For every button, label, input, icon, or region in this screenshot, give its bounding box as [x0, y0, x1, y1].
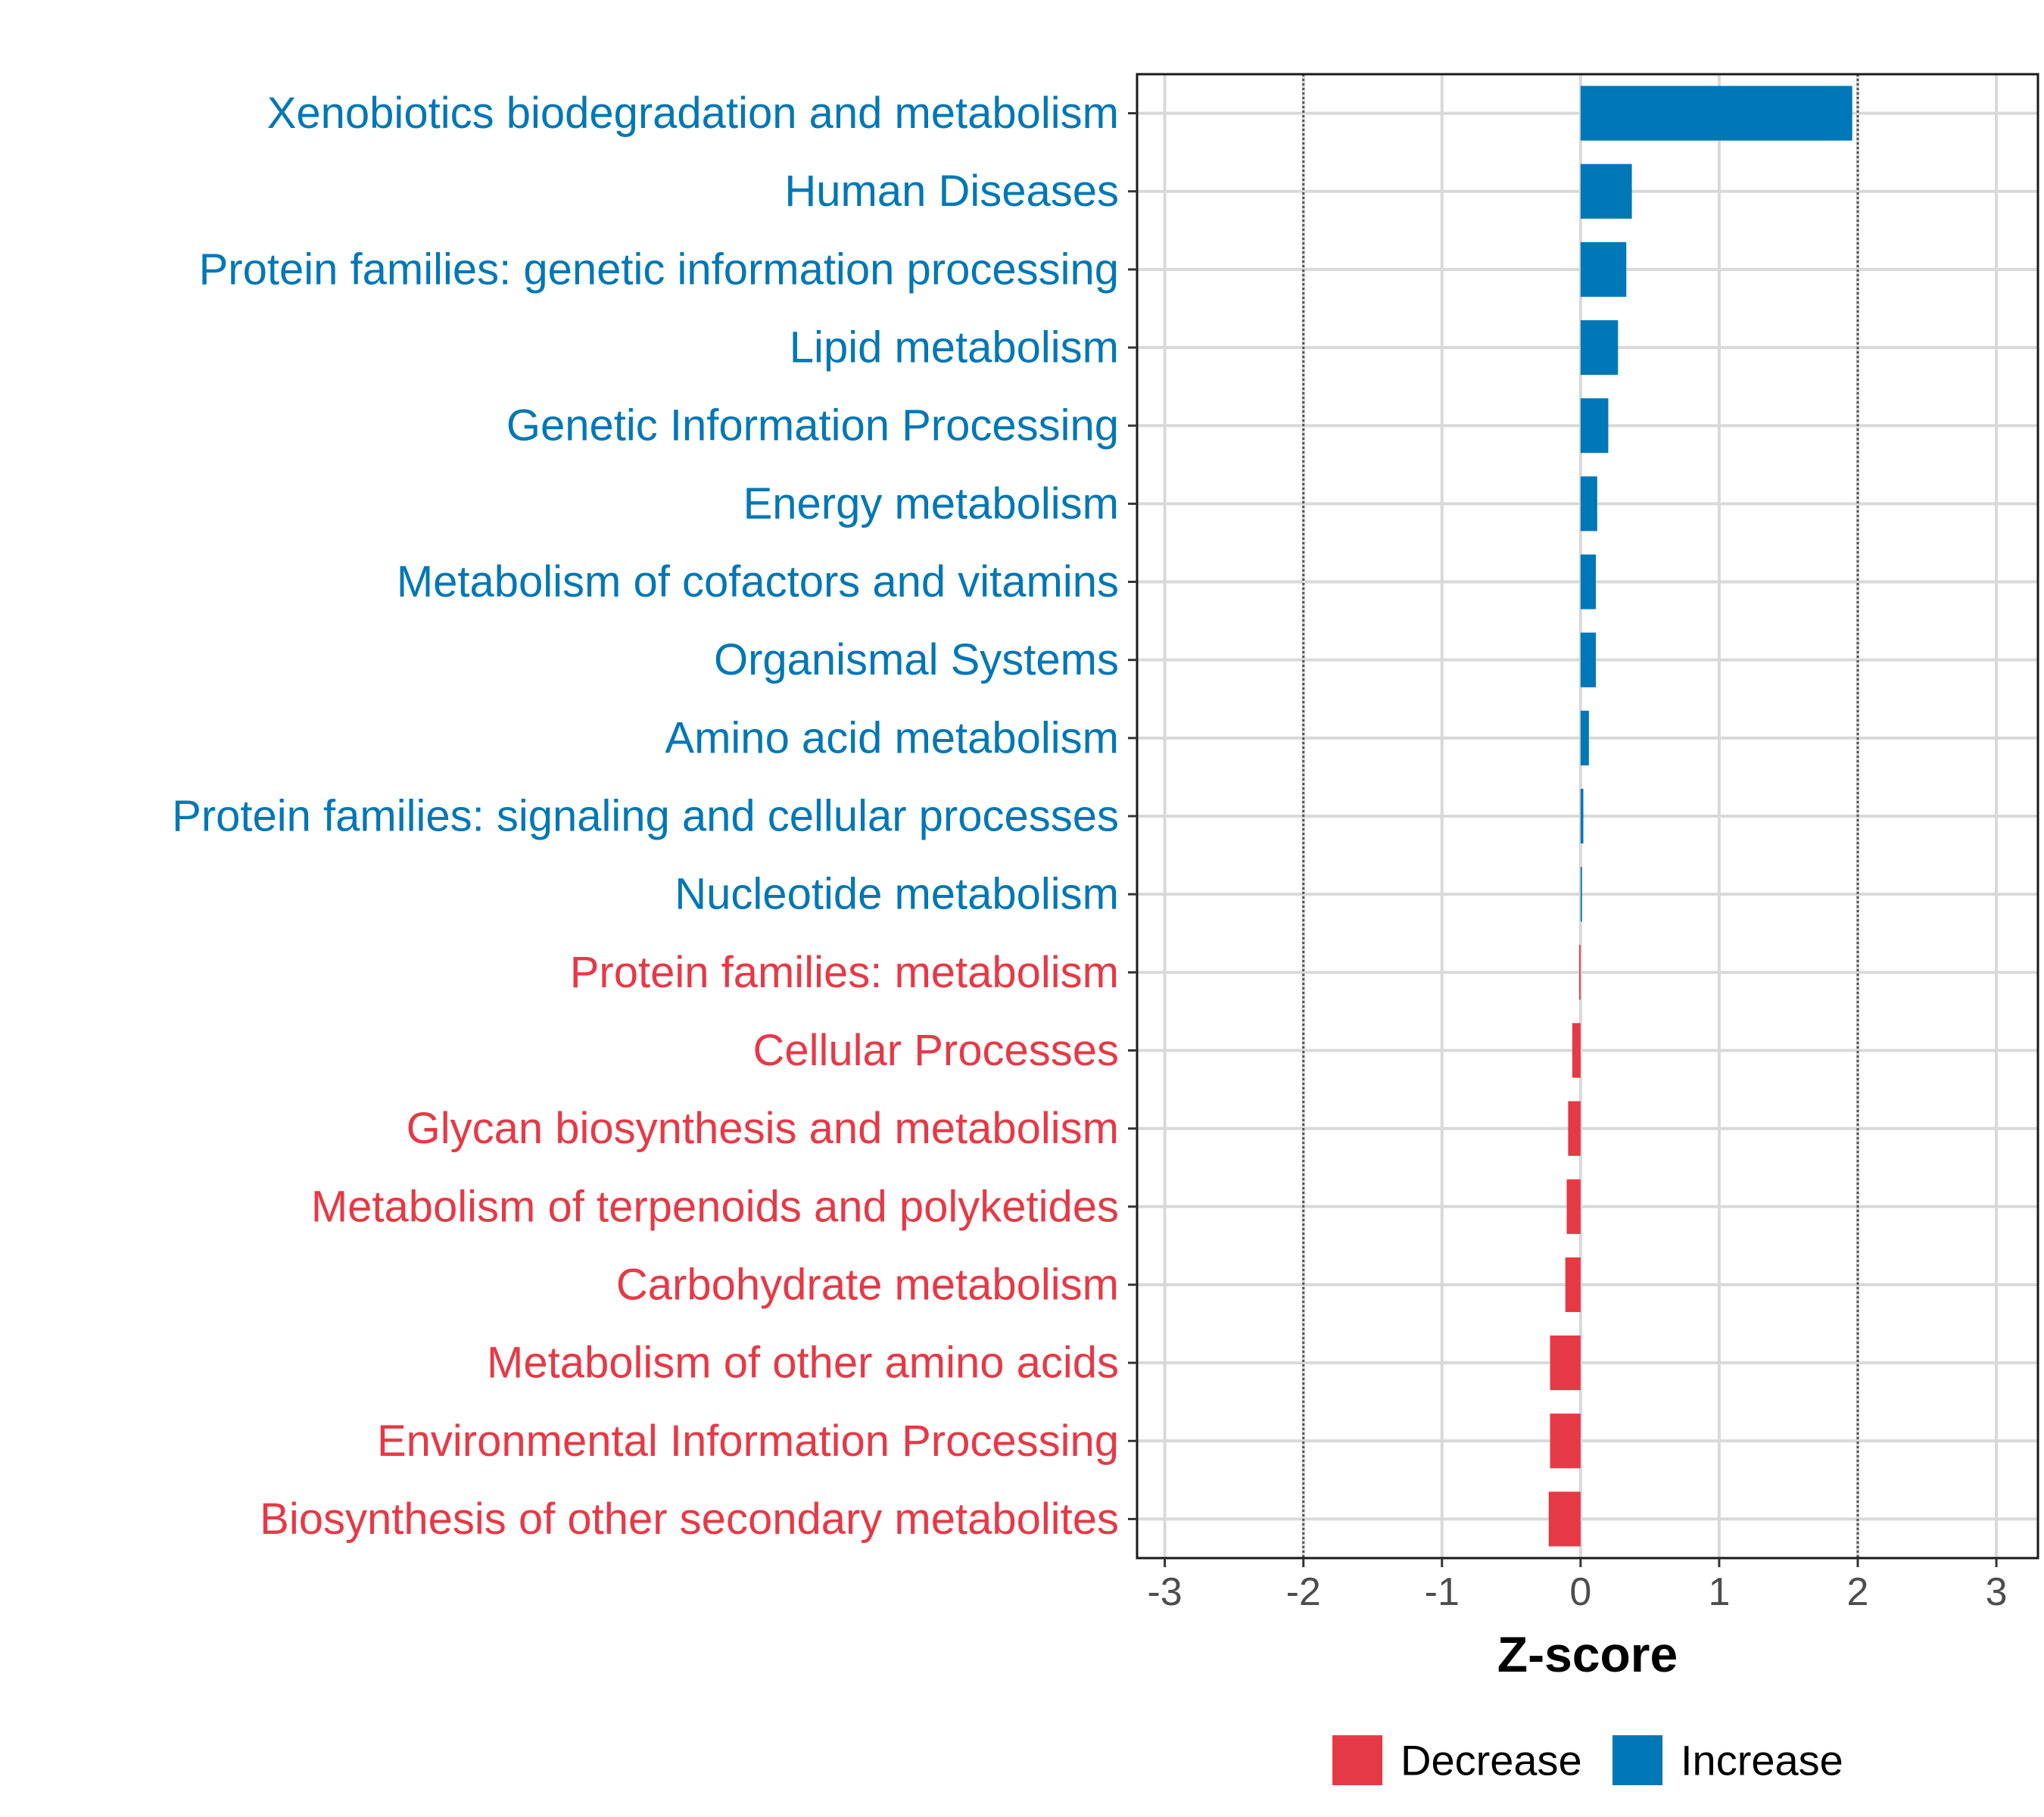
category-label: Metabolism of cofactors and vitamins: [397, 557, 1119, 606]
legend: Decrease Increase: [1332, 1735, 1843, 1785]
x-axis-title: Z-score: [1497, 1626, 1678, 1682]
category-label: Carbohydrate metabolism: [616, 1260, 1119, 1309]
category-label: Organismal Systems: [714, 635, 1119, 684]
category-label: Lipid metabolism: [790, 323, 1119, 372]
category-label: Protein families: signaling and cellular…: [172, 792, 1119, 841]
category-label: Energy metabolism: [743, 479, 1119, 528]
x-tick-label: 2: [1847, 1570, 1869, 1614]
bar-11: [1579, 945, 1581, 1000]
bar-14: [1566, 1179, 1581, 1234]
bar-4: [1580, 398, 1609, 453]
category-label: Glycan biosynthesis and metabolism: [407, 1104, 1119, 1153]
y-axis-ticks: [1128, 112, 1137, 1520]
legend-key-increase: [1612, 1735, 1662, 1785]
bar-18: [1548, 1491, 1581, 1547]
x-tick-label: 1: [1708, 1570, 1730, 1614]
y-axis-category-labels: Xenobiotics biodegradation and metabolis…: [172, 89, 1119, 1544]
category-label: Metabolism of other amino acids: [487, 1339, 1119, 1388]
category-label: Amino acid metabolism: [665, 713, 1119, 762]
bar-12: [1572, 1023, 1581, 1078]
category-label: Metabolism of terpenoids and polyketides: [311, 1182, 1119, 1231]
bar-9: [1580, 788, 1584, 844]
x-tick-label: -2: [1286, 1570, 1321, 1614]
bar-8: [1580, 710, 1589, 765]
bars: [1548, 86, 1852, 1547]
category-label: Protein families: metabolism: [570, 948, 1119, 997]
category-label: Environmental Information Processing: [377, 1417, 1119, 1466]
bar-1: [1580, 164, 1632, 219]
x-axis-ticks: -3 -2 -1 0 1 2 3: [1147, 1558, 2008, 1614]
bar-10: [1580, 867, 1582, 922]
x-tick-label: 3: [1986, 1570, 2008, 1614]
bar-0: [1580, 86, 1852, 141]
legend-key-decrease: [1332, 1735, 1382, 1785]
x-tick-label: -3: [1147, 1570, 1182, 1614]
x-tick-label: -1: [1425, 1570, 1460, 1614]
legend-label-decrease: Decrease: [1401, 1737, 1582, 1784]
bar-5: [1580, 476, 1597, 531]
category-label: Xenobiotics biodegradation and metabolis…: [267, 89, 1119, 138]
reference-lines: [1302, 74, 1859, 1558]
category-label: Biosynthesis of other secondary metaboli…: [260, 1494, 1119, 1544]
category-label: Genetic Information Processing: [506, 401, 1119, 450]
legend-label-increase: Increase: [1681, 1737, 1843, 1784]
bar-16: [1550, 1335, 1581, 1391]
category-label: Cellular Processes: [752, 1026, 1119, 1075]
bar-6: [1580, 554, 1596, 609]
bar-17: [1550, 1413, 1581, 1469]
category-label: Nucleotide metabolism: [675, 870, 1119, 919]
bar-2: [1580, 242, 1627, 297]
x-tick-label: 0: [1569, 1570, 1591, 1614]
bar-13: [1568, 1101, 1581, 1156]
bar-3: [1580, 319, 1619, 376]
bar-15: [1565, 1257, 1581, 1313]
category-label: Protein families: genetic information pr…: [199, 245, 1119, 294]
category-label: Human Diseases: [784, 167, 1119, 216]
bar-7: [1580, 632, 1596, 687]
